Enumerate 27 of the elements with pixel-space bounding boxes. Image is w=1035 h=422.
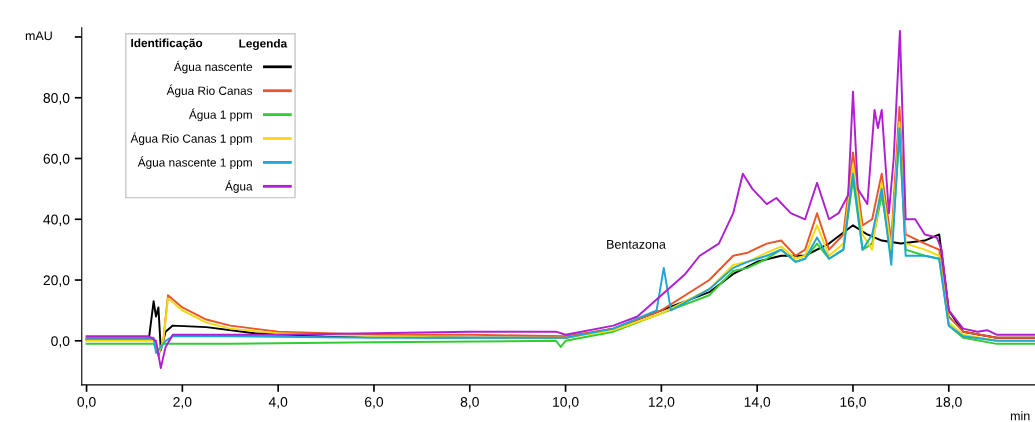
line-series [85, 29, 1035, 370]
x-tick-label: 14,0 [744, 397, 771, 409]
legend-label: Água nascente 1 ppm [137, 156, 252, 169]
y-tick-label: 80,0 [43, 93, 70, 105]
x-tick-label: 18,0 [936, 397, 962, 409]
annotation: Bentazona [607, 240, 666, 249]
legend-label: Água Rio Canas [166, 84, 253, 98]
x-tick-label: 16,0 [840, 397, 866, 409]
x-tick-label: 10,0 [553, 397, 579, 409]
y-tick-label: 40,0 [43, 214, 70, 227]
legend-label: Água nascente [173, 60, 253, 74]
x-tick-label: 12,0 [648, 397, 675, 409]
legend-label: Água [225, 180, 253, 193]
x-axis-title: min [1010, 411, 1030, 421]
x-tick-label: 4,0 [268, 397, 288, 409]
x-tick-label: 0,0 [77, 397, 96, 409]
y-tick-label: 60,0 [43, 153, 70, 166]
annotation: Legenda [239, 38, 288, 51]
legend-title: Identificação [131, 38, 203, 50]
x-tick-label: 2,0 [173, 397, 192, 409]
y-axis-title: mAU [25, 31, 52, 41]
y-tick-label: 0,0 [51, 336, 70, 348]
y-tick-label: 20,0 [43, 275, 70, 287]
legend-label: Água Rio Canas 1 ppm [130, 132, 252, 146]
legend-label: Água 1 ppm [188, 108, 252, 122]
x-tick-label: 6,0 [365, 397, 384, 409]
x-tick-label: 8,0 [460, 397, 479, 409]
